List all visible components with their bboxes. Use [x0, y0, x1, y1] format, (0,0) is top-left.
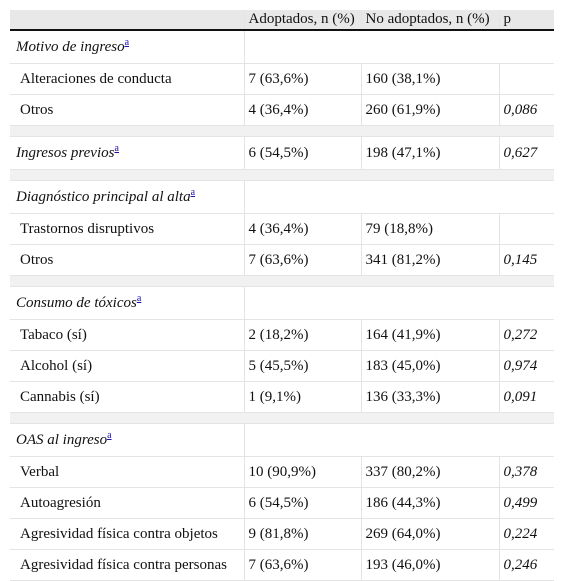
- not-adopted-value: 269 (64,0%): [360, 518, 499, 550]
- header-not-adopted: No adoptados, n (%): [360, 10, 499, 31]
- footnote-link[interactable]: a: [124, 36, 130, 48]
- adopted-value: 6 (54,5%): [243, 487, 361, 519]
- spacer-cell: [10, 125, 554, 137]
- section-spacer: [10, 169, 554, 181]
- section-empty-cell: [243, 423, 554, 457]
- table-row: Verbal 10 (90,9%) 337 (80,2%) 0,378: [10, 456, 554, 488]
- row-label: Alteraciones de conducta: [10, 63, 244, 95]
- section-title-cell: Consumo de tóxicosa: [10, 286, 244, 320]
- header-label-cell: [10, 10, 244, 31]
- section-empty-cell: [243, 180, 554, 214]
- table-header-row: Adoptados, n (%) No adoptados, n (%) p: [10, 10, 554, 31]
- table-row: Trastornos disruptivos 4 (36,4%) 79 (18,8%…: [10, 213, 554, 245]
- section-title: Ingresos previos: [16, 144, 115, 161]
- p-value: 0,145: [498, 244, 554, 276]
- not-adopted-value: 160 (38,1%): [360, 63, 499, 95]
- section-row: Diagnóstico principal al altaa: [10, 180, 554, 214]
- adopted-value: 4 (36,4%): [243, 94, 361, 126]
- p-value: 0,378: [498, 456, 554, 488]
- table-row: Cannabis (sí) 1 (9,1%) 136 (33,3%) 0,091: [10, 381, 554, 413]
- header-p-value: p: [498, 10, 554, 31]
- section-title: Diagnóstico principal al alta: [16, 188, 191, 205]
- p-value: 0,086: [498, 94, 554, 126]
- p-value: 0,224: [498, 518, 554, 550]
- table-row: Agresividad física contra personas 7 (63,…: [10, 549, 554, 581]
- footnote-link[interactable]: a: [136, 292, 142, 304]
- row-label: Otros: [10, 244, 244, 276]
- adopted-value: 9 (81,8%): [243, 518, 361, 550]
- table-row: Otros 7 (63,6%) 341 (81,2%) 0,145: [10, 244, 554, 276]
- p-value: 0,246: [498, 549, 554, 581]
- row-label: Cannabis (sí): [10, 381, 244, 413]
- footnote-link[interactable]: a: [114, 142, 119, 154]
- table-row: Alcohol (sí) 5 (45,5%) 183 (45,0%) 0,974: [10, 350, 554, 382]
- results-table: Adoptados, n (%) No adoptados, n (%) p M…: [10, 10, 554, 581]
- adopted-value: 2 (18,2%): [243, 319, 361, 351]
- p-value: 0,272: [498, 319, 554, 351]
- p-value: [498, 63, 554, 95]
- row-label: Otros: [10, 94, 244, 126]
- not-adopted-value: 260 (61,9%): [360, 94, 499, 126]
- not-adopted-value: 198 (47,1%): [360, 136, 499, 170]
- section-row: OAS al ingresoa: [10, 423, 554, 457]
- adopted-value: 7 (63,6%): [243, 63, 361, 95]
- table-row: Agresividad física contra objetos 9 (81,8…: [10, 518, 554, 550]
- section-row: Motivo de ingresoa: [10, 30, 554, 64]
- section-title-cell: Ingresos previosa: [10, 136, 244, 170]
- section-row: Consumo de tóxicosa: [10, 286, 554, 320]
- p-value: [498, 213, 554, 245]
- row-label: Trastornos disruptivos: [10, 213, 244, 245]
- section-spacer: [10, 125, 554, 137]
- adopted-value: 7 (63,6%): [243, 244, 361, 276]
- not-adopted-value: 79 (18,8%): [360, 213, 499, 245]
- row-label: Agresividad física contra personas: [10, 549, 244, 581]
- section-title-cell: Motivo de ingresoa: [10, 30, 244, 64]
- adopted-value: 10 (90,9%): [243, 456, 361, 488]
- spacer-cell: [10, 412, 554, 424]
- not-adopted-value: 136 (33,3%): [360, 381, 499, 413]
- section-title-cell: OAS al ingresoa: [10, 423, 244, 457]
- adopted-value: 6 (54,5%): [243, 136, 361, 170]
- section-empty-cell: [243, 286, 554, 320]
- adopted-value: 4 (36,4%): [243, 213, 361, 245]
- table-row: Tabaco (sí) 2 (18,2%) 164 (41,9%) 0,272: [10, 319, 554, 351]
- p-value: 0,627: [498, 136, 554, 170]
- footnote-link[interactable]: a: [107, 429, 112, 441]
- section-title: Motivo de ingreso: [16, 38, 125, 55]
- section-row: Ingresos previosa 6 (54,5%) 198 (47,1%) 0,6…: [10, 136, 554, 170]
- p-value: 0,499: [498, 487, 554, 519]
- header-adopted: Adoptados, n (%): [243, 10, 361, 31]
- section-spacer: [10, 412, 554, 424]
- row-label: Tabaco (sí): [10, 319, 244, 351]
- spacer-cell: [10, 275, 554, 287]
- footnote-link[interactable]: a: [190, 186, 196, 198]
- row-label: Verbal: [10, 456, 244, 488]
- row-label: Agresividad física contra objetos: [10, 518, 244, 550]
- spacer-cell: [10, 169, 554, 181]
- section-title-cell: Diagnóstico principal al altaa: [10, 180, 244, 214]
- not-adopted-value: 337 (80,2%): [360, 456, 499, 488]
- table-body: Motivo de ingresoa Alteraciones de conduc…: [10, 30, 554, 581]
- adopted-value: 5 (45,5%): [243, 350, 361, 382]
- adopted-value: 7 (63,6%): [243, 549, 361, 581]
- table-row: Otros 4 (36,4%) 260 (61,9%) 0,086: [10, 94, 554, 126]
- p-value: 0,091: [498, 381, 554, 413]
- row-label: Alcohol (sí): [10, 350, 244, 382]
- not-adopted-value: 164 (41,9%): [360, 319, 499, 351]
- not-adopted-value: 341 (81,2%): [360, 244, 499, 276]
- section-title: OAS al ingreso: [16, 431, 108, 448]
- not-adopted-value: 186 (44,3%): [360, 487, 499, 519]
- row-label: Autoagresión: [10, 487, 244, 519]
- table-row: Alteraciones de conducta 7 (63,6%) 160 (38…: [10, 63, 554, 95]
- adopted-value: 1 (9,1%): [243, 381, 361, 413]
- not-adopted-value: 193 (46,0%): [360, 549, 499, 581]
- section-empty-cell: [243, 30, 554, 64]
- not-adopted-value: 183 (45,0%): [360, 350, 499, 382]
- section-title: Consumo de tóxicos: [16, 294, 137, 311]
- table-row: Autoagresión 6 (54,5%) 186 (44,3%) 0,499: [10, 487, 554, 519]
- p-value: 0,974: [498, 350, 554, 382]
- section-spacer: [10, 275, 554, 287]
